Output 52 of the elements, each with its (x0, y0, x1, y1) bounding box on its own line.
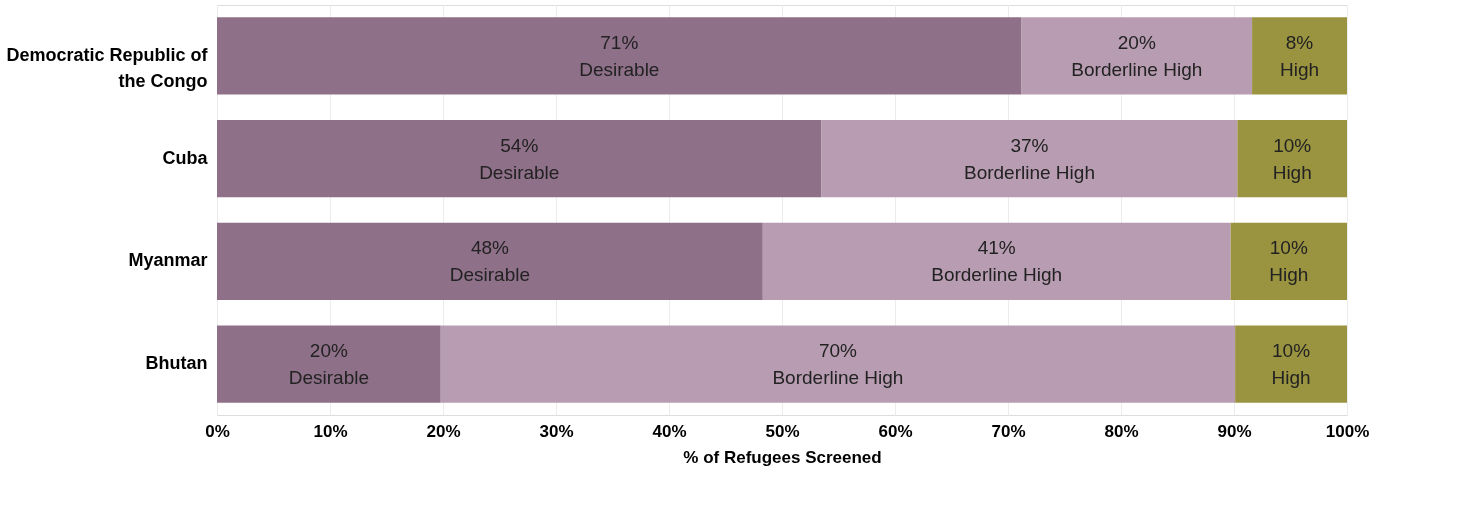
x-tick-label: 0% (205, 421, 230, 441)
bar (217, 325, 441, 403)
data-label: 20% (1117, 31, 1156, 53)
y-tick-label: Democratic Republic of the Congo (6, 44, 209, 91)
series-label: High (1269, 264, 1309, 286)
data-label: 20% (309, 340, 348, 362)
bar (1252, 17, 1347, 95)
bar (1230, 222, 1347, 300)
data-label: 37% (1010, 134, 1049, 156)
x-tick-label: 100% (1325, 421, 1370, 441)
bar (762, 222, 1231, 300)
text: Borderline High (772, 367, 904, 389)
data-label: 54% (500, 134, 539, 156)
x-tick-label: 10% (313, 421, 348, 441)
series-label: Desirable (449, 264, 531, 286)
data-label: 48% (470, 237, 510, 259)
text: Borderline High (1071, 58, 1203, 80)
bar (217, 222, 763, 300)
text: Borderline High (963, 161, 1095, 183)
x-tick-label: 20% (426, 421, 461, 441)
bar (1021, 17, 1253, 95)
bar (821, 120, 1238, 198)
text: High (1272, 161, 1312, 183)
y-tick-label: Myanmar (128, 250, 208, 271)
bar (1237, 120, 1347, 198)
text: High (1280, 58, 1320, 80)
x-tick-label: 40% (652, 421, 687, 441)
data-label: 41% (977, 237, 1016, 259)
text: High (1271, 367, 1311, 389)
bar (440, 325, 1236, 403)
data-label: 71% (600, 31, 639, 53)
x-tick-label: 30% (539, 421, 574, 441)
x-tick-label: 60% (878, 421, 913, 441)
bar (217, 120, 822, 198)
data-label: 70% (818, 340, 858, 362)
data-label: 8% (1285, 31, 1314, 53)
y-tick-label: Bhutan (145, 353, 208, 374)
x-axis-title: % of Refugees Screened (683, 447, 882, 467)
y-tick-label: Cuba (162, 147, 209, 168)
text: Desirable (288, 367, 369, 389)
series-label: Borderline High (931, 264, 1063, 286)
x-tick-label: 80% (1104, 421, 1139, 441)
data-label: 10% (1269, 237, 1308, 259)
x-tick-label: 90% (1217, 421, 1252, 441)
x-tick-label: 50% (765, 421, 800, 441)
text: Desirable (479, 161, 560, 183)
bar (1235, 325, 1347, 403)
bar (217, 17, 1022, 95)
data-label: 10% (1272, 340, 1311, 362)
text: Desirable (579, 58, 660, 80)
data-label: 10% (1273, 134, 1312, 156)
x-tick-label: 70% (991, 421, 1026, 441)
